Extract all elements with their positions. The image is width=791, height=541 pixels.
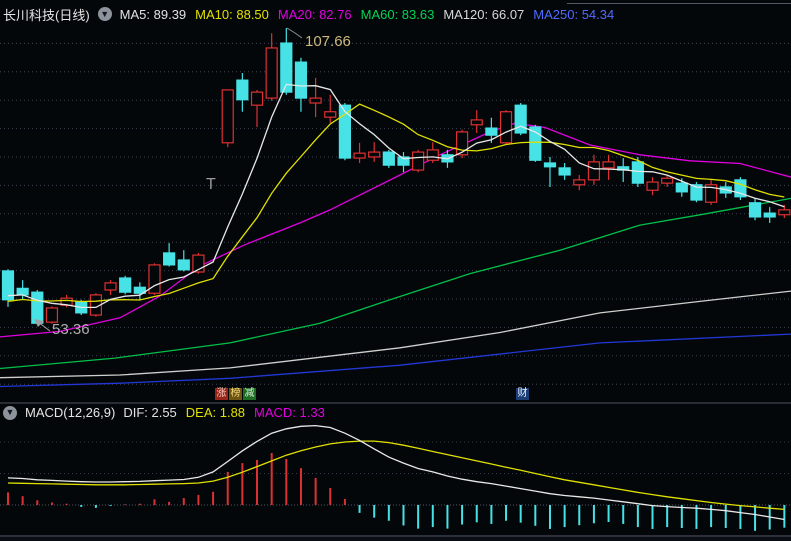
- ma_overlay-ma120: [0, 290, 791, 379]
- candle-24: [353, 142, 366, 163]
- candle-0: [1, 269, 15, 307]
- ma-legend-item-0: MA5: 89.39: [119, 6, 187, 22]
- candle-29: [426, 142, 439, 163]
- candle-20: [294, 57, 308, 112]
- event-badge-2[interactable]: 减: [243, 388, 256, 400]
- candle-37: [543, 156, 557, 187]
- candle-47: [690, 182, 703, 203]
- event-badges: 涨榜减: [215, 388, 256, 400]
- macd-chart[interactable]: [0, 404, 791, 540]
- ma10-line: [7, 103, 785, 303]
- candle-39: [573, 174, 586, 191]
- candle-40: [587, 154, 601, 185]
- candle-23: [338, 103, 352, 161]
- candle-16: [236, 73, 249, 112]
- ma-legend-item-4: MA120: 66.07: [443, 6, 525, 22]
- candle-17: [250, 89, 264, 127]
- candle-7: [104, 280, 117, 295]
- bottom-strip: [0, 536, 791, 541]
- macd-legend-item-0: DIF: 2.55: [123, 405, 177, 420]
- candle-18: [265, 33, 278, 101]
- macd-title: MACD(12,26,9): [25, 405, 116, 420]
- main-candlestick-chart[interactable]: [0, 0, 791, 403]
- candle-11: [163, 243, 176, 267]
- candle-36: [529, 124, 542, 162]
- candle-13: [192, 252, 205, 274]
- event-badge-0[interactable]: 涨: [215, 388, 228, 400]
- ma-legend-item-3: MA60: 83.63: [360, 6, 435, 22]
- candle-52: [763, 207, 776, 223]
- candle-41: [602, 154, 615, 180]
- candle-8: [119, 275, 132, 295]
- main-chart-header: 长川科技(日线) ▼ MA5: 89.39 MA10: 88.50 MA20: 82…: [3, 6, 615, 23]
- dea-line: [7, 440, 785, 511]
- top-edge-line: [567, 3, 791, 4]
- high-pointer-line: [286, 27, 303, 39]
- ma_overlay-ma60: [0, 197, 791, 370]
- candle-19: [280, 28, 293, 95]
- candle-15: [221, 89, 234, 148]
- event-badge-1[interactable]: 榜: [229, 388, 242, 400]
- macd-header: ▼ MACD(12,26,9) DIF: 2.55 DEA: 1.88 MACD: …: [3, 405, 325, 420]
- candle-3: [45, 306, 59, 324]
- candle-28: [412, 149, 425, 173]
- candle-45: [661, 174, 674, 187]
- ma5-line: [7, 83, 785, 309]
- macd-legend: DIF: 2.55 DEA: 1.88 MACD: 1.33: [123, 405, 325, 420]
- ma_overlay-ma250: [0, 333, 791, 388]
- candle-2: [31, 289, 44, 324]
- candle-44: [646, 177, 659, 196]
- ma-legend-item-1: MA10: 88.50: [195, 6, 269, 22]
- candle-34: [499, 110, 513, 145]
- candle-25: [368, 142, 381, 162]
- chevron-down-icon[interactable]: ▼: [97, 7, 112, 21]
- finance-report-badge-wrap: 财: [516, 388, 529, 400]
- candle-26: [382, 149, 395, 168]
- candle-48: [705, 179, 718, 205]
- macd-legend-item-2: MACD: 1.33: [254, 405, 325, 420]
- ma-legend-item-2: MA20: 82.76: [277, 6, 352, 22]
- candle-31: [455, 129, 469, 159]
- candle-35: [514, 103, 527, 136]
- candle-32: [470, 110, 483, 133]
- dif-line: [7, 424, 785, 521]
- ma-legend: MA5: 89.39 MA10: 88.50 MA20: 82.76 MA60: 83…: [120, 7, 615, 22]
- candle-38: [558, 162, 571, 180]
- finance-badge-0[interactable]: 财: [516, 388, 529, 400]
- macd-legend-item-1: DEA: 1.88: [185, 405, 246, 420]
- candle-22: [324, 94, 337, 124]
- candle-9: [133, 282, 146, 300]
- candle-27: [397, 152, 410, 173]
- suspension-marker: T: [206, 176, 216, 193]
- high-price-label: 107.66: [305, 33, 351, 50]
- low-pointer-arrowhead: [34, 319, 44, 327]
- pane-divider[interactable]: [0, 402, 791, 404]
- ma-legend-item-5: MA250: 54.34: [533, 6, 615, 22]
- candle-10: [148, 263, 161, 295]
- stock-title: 长川科技(日线): [3, 7, 90, 23]
- candle-51: [748, 197, 762, 221]
- candle-53: [778, 204, 791, 219]
- chevron-down-icon[interactable]: ▼: [3, 405, 17, 420]
- candle-50: [734, 177, 747, 201]
- candle-33: [485, 117, 498, 143]
- candle-12: [177, 250, 190, 272]
- low-price-label: 53.36: [52, 321, 90, 338]
- candle-21: [309, 77, 322, 118]
